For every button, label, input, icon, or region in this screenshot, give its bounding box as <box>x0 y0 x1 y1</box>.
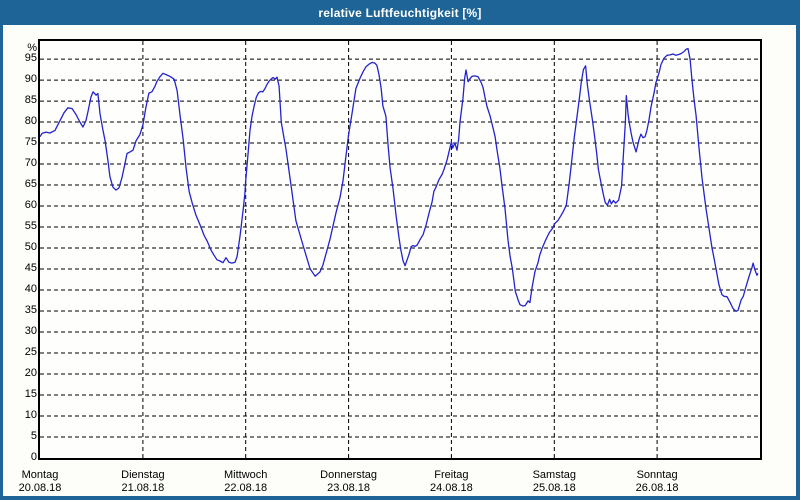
x-day-label: Samstag <box>532 469 576 481</box>
y-axis-unit-label: % <box>27 42 37 54</box>
window-titlebar[interactable]: relative Luftfeuchtigkeit [%] <box>0 0 800 25</box>
y-tick-label: 10 <box>24 409 37 421</box>
y-tick-label: 85 <box>24 94 37 107</box>
x-date-label: 24.08.18 <box>429 482 473 494</box>
x-date-label: 20.08.18 <box>18 482 62 494</box>
y-tick-label: 15 <box>24 388 37 400</box>
y-tick-label: 35 <box>24 304 37 316</box>
x-day-label: Dienstag <box>121 469 165 481</box>
x-date-label: 22.08.18 <box>224 482 268 494</box>
x-date-label: 23.08.18 <box>327 482 370 494</box>
x-day-label: Sonntag <box>636 469 678 481</box>
x-date-label: 25.08.18 <box>532 482 576 494</box>
window-title: relative Luftfeuchtigkeit [%] <box>318 5 482 20</box>
y-tick-label: 75 <box>24 136 37 148</box>
y-tick-label: 55 <box>24 220 37 232</box>
y-tick-label: 50 <box>24 241 37 253</box>
y-tick-label: 5 <box>30 430 37 442</box>
x-date-label: 21.08.18 <box>121 482 165 494</box>
y-tick-label: 40 <box>24 283 37 295</box>
x-day-label: Freitag <box>434 469 469 481</box>
y-tick-label: 45 <box>24 262 37 274</box>
window-border-bottom <box>0 496 800 500</box>
x-day-label: Donnerstag <box>320 469 378 481</box>
window-border-right <box>796 0 800 500</box>
window-border-left <box>0 0 3 500</box>
y-tick-label: 90 <box>24 73 37 86</box>
y-tick-label: 25 <box>24 346 37 358</box>
y-tick-label: 70 <box>24 157 37 169</box>
chart-canvas <box>40 41 760 458</box>
chart-plot <box>38 39 762 460</box>
y-tick-label: 95 <box>24 52 37 65</box>
y-tick-label: 30 <box>24 325 37 337</box>
x-day-label: Montag <box>21 469 59 481</box>
humidity-line <box>40 47 759 313</box>
y-tick-label: 0 <box>30 451 37 463</box>
y-tick-label: 60 <box>24 199 37 211</box>
y-tick-label: 80 <box>24 115 37 127</box>
x-date-label: 26.08.18 <box>635 482 679 494</box>
y-tick-label: 20 <box>24 367 37 379</box>
x-day-label: Mittwoch <box>223 469 268 481</box>
y-tick-label: 65 <box>24 178 37 190</box>
